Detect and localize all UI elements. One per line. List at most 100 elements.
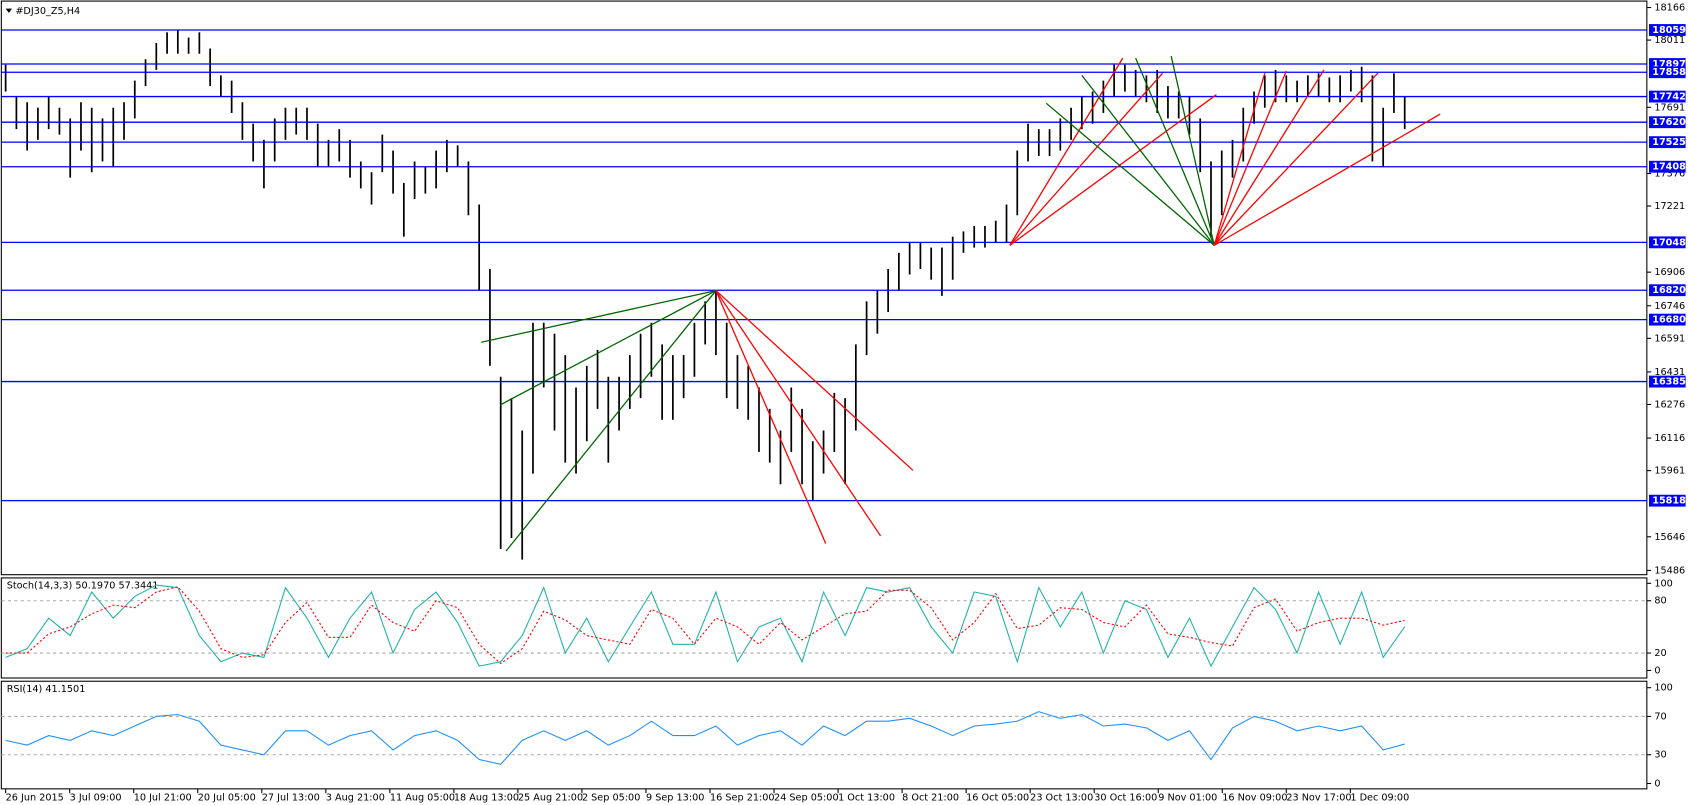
trendline xyxy=(1081,74,1215,246)
y-tick-label: 100 xyxy=(1654,683,1672,694)
trendline xyxy=(1213,72,1266,246)
trendline xyxy=(1009,72,1164,246)
level-label-box xyxy=(1649,24,1686,36)
trendline xyxy=(1009,94,1217,246)
y-tick-label: 16431 xyxy=(1654,367,1685,378)
level-label-box xyxy=(1649,494,1686,507)
trendline xyxy=(1045,102,1215,246)
level-label-box xyxy=(1649,236,1686,249)
indicator-line xyxy=(5,711,1405,765)
rsi-title: RSI(14) 41.1501 xyxy=(7,684,86,695)
x-tick-label: 8 Oct 21:00 xyxy=(902,792,959,803)
menu-arrow[interactable] xyxy=(5,8,13,13)
x-tick-label: 23 Nov 17:00 xyxy=(1286,792,1351,803)
indicator-line xyxy=(5,586,1405,665)
level-label: 16385 xyxy=(1652,377,1686,388)
stoch-panel xyxy=(0,577,1648,679)
trendline xyxy=(715,290,914,471)
level-label: 17408 xyxy=(1652,162,1686,173)
x-tick-label: 20 Jul 05:00 xyxy=(198,792,256,803)
level-label: 17897 xyxy=(1652,59,1686,70)
trendline xyxy=(1135,57,1215,246)
trendline xyxy=(1213,70,1287,246)
y-tick-label: 100 xyxy=(1654,578,1672,589)
level-label-box xyxy=(1649,136,1686,149)
x-tick-label: 9 Nov 01:00 xyxy=(1158,792,1217,803)
trendline xyxy=(1170,55,1215,246)
chart-title: #DJ30_Z5,H4 xyxy=(15,6,80,17)
y-tick-label: 80 xyxy=(1654,596,1666,607)
y-tick-label: 17221 xyxy=(1654,201,1685,212)
level-label: 16680 xyxy=(1652,315,1686,326)
level-label-box xyxy=(1649,284,1686,297)
level-label: 15818 xyxy=(1652,496,1686,507)
x-tick-label: 27 Jul 13:00 xyxy=(262,792,320,803)
indicator-line xyxy=(5,584,1406,668)
trendline xyxy=(1213,72,1379,246)
level-label-box xyxy=(1649,66,1686,79)
x-tick-label: 2 Sep 05:00 xyxy=(582,792,640,803)
x-tick-label: 30 Oct 16:00 xyxy=(1094,792,1157,803)
level-label-box xyxy=(1649,375,1686,388)
main-panel xyxy=(0,0,1648,576)
y-tick-label: 18011 xyxy=(1654,35,1685,46)
y-tick-label: 0 xyxy=(1654,665,1660,676)
y-tick-label: 15486 xyxy=(1654,565,1685,576)
x-tick-label: 10 Jul 21:00 xyxy=(134,792,192,803)
rsi-panel xyxy=(0,680,1648,790)
trendline xyxy=(505,290,717,552)
x-tick-label: 16 Sep 21:00 xyxy=(710,792,775,803)
x-tick-label: 24 Sep 05:00 xyxy=(774,792,839,803)
x-tick-label: 26 Jun 2015 xyxy=(6,792,64,803)
x-tick-label: 1 Dec 09:00 xyxy=(1350,792,1409,803)
level-label: 17742 xyxy=(1652,92,1686,103)
level-label: 17048 xyxy=(1652,237,1686,248)
stoch-title: Stoch(14,3,3) 50.1970 57.3441 xyxy=(7,580,159,591)
trendline xyxy=(715,290,827,544)
trendline xyxy=(1009,57,1124,246)
y-tick-label: 16746 xyxy=(1654,301,1685,312)
y-tick-label: 20 xyxy=(1654,648,1666,659)
trendline xyxy=(500,290,717,406)
level-label: 16820 xyxy=(1652,285,1686,296)
level-label: 17620 xyxy=(1652,117,1686,128)
y-tick-label: 70 xyxy=(1654,711,1666,722)
x-tick-label: 11 Aug 05:00 xyxy=(390,792,455,803)
trendline xyxy=(1213,113,1441,246)
y-tick-label: 17376 xyxy=(1654,168,1685,179)
x-tick-label: 1 Oct 13:00 xyxy=(838,792,895,803)
y-tick-label: 16591 xyxy=(1654,333,1685,344)
y-tick-label: 15961 xyxy=(1654,466,1685,477)
x-tick-label: 25 Aug 21:00 xyxy=(518,792,583,803)
y-tick-label: 16116 xyxy=(1654,433,1685,444)
level-label-box xyxy=(1649,313,1686,326)
x-tick-label: 9 Sep 13:00 xyxy=(646,792,704,803)
trendline xyxy=(715,290,882,537)
x-tick-label: 3 Aug 21:00 xyxy=(326,792,385,803)
trendline xyxy=(1213,69,1325,246)
y-tick-label: 0 xyxy=(1654,778,1660,789)
level-label-box xyxy=(1649,116,1686,129)
y-tick-label: 17691 xyxy=(1654,102,1685,113)
level-label-box xyxy=(1649,90,1686,103)
level-label: 17858 xyxy=(1652,67,1686,78)
x-tick-label: 16 Nov 09:00 xyxy=(1222,792,1287,803)
trendlines xyxy=(481,55,1441,552)
y-tick-label: 30 xyxy=(1654,750,1666,761)
level-label: 17525 xyxy=(1652,137,1686,148)
level-label-box xyxy=(1649,58,1686,70)
x-tick-label: 3 Jul 09:00 xyxy=(70,792,122,803)
x-tick-label: 18 Aug 13:00 xyxy=(454,792,519,803)
y-tick-label: 16276 xyxy=(1654,399,1685,410)
y-tick-label: 15646 xyxy=(1654,532,1685,543)
x-tick-label: 23 Oct 13:00 xyxy=(1030,792,1093,803)
trendline xyxy=(481,289,717,343)
y-tick-label: 18166 xyxy=(1654,3,1685,14)
level-label-box xyxy=(1649,160,1686,173)
level-label: 18059 xyxy=(1652,25,1686,36)
x-tick-label: 16 Oct 05:00 xyxy=(966,792,1029,803)
y-tick-label: 16906 xyxy=(1654,267,1685,278)
